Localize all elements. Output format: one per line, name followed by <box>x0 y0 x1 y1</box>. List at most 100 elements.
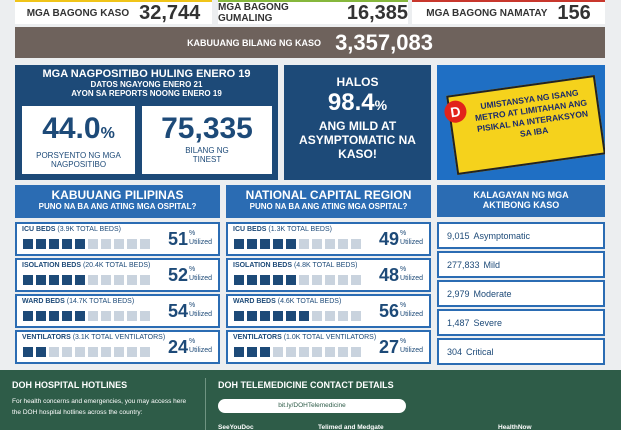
footer: DOH HOSPITAL HOTLINES For health concerns… <box>0 370 621 430</box>
utilization-icon <box>260 347 270 357</box>
utilization-icon <box>351 347 361 357</box>
utilization-side: % Utilized <box>400 265 423 283</box>
resource-name: ISOLATION BEDS <box>233 262 292 269</box>
utilization-icon <box>338 275 348 285</box>
active-row: 1,487 Severe <box>437 309 605 336</box>
tested-label: BILANG NG TINEST <box>185 146 229 164</box>
active-count: 277,833 <box>447 259 480 270</box>
utilization: 54% Utilized <box>168 301 212 321</box>
utilization-status: Utilized <box>400 239 423 246</box>
utilization: 24% Utilized <box>168 337 212 357</box>
utilization-icon <box>101 311 111 321</box>
utilization-icon <box>62 347 72 357</box>
utilization-icon <box>88 275 98 285</box>
utilization-side: % Utilized <box>400 337 423 355</box>
stat-card: MGA BAGONG NAMATAY 156 <box>412 2 605 24</box>
positivity-title: MGA NAGPOSITIBO HULING ENERO 19 <box>42 68 251 80</box>
utilization-unit: % <box>189 230 196 237</box>
positivity-subtitle: DATOS NGAYONG ENERO 21 <box>90 80 203 89</box>
reminder-initial: D <box>443 99 468 125</box>
utilization-icon <box>325 239 335 249</box>
resource-capacity: (4.6K TOTAL BEDS) <box>277 298 342 305</box>
active-status: Mild <box>483 259 501 270</box>
tested-value: 75,335 <box>161 112 253 145</box>
utilization-side: % Utilized <box>189 265 212 283</box>
utilization-icon <box>338 347 348 357</box>
utilization-icon <box>127 239 137 249</box>
active-row: 2,979 Moderate <box>437 280 605 307</box>
utilization-icon <box>75 311 85 321</box>
utilization-side: % Utilized <box>400 229 423 247</box>
mild-value: 98.4 <box>327 89 375 116</box>
utilization-unit: % <box>189 338 196 345</box>
resource-capacity: (3.9K TOTAL BEDS) <box>57 226 121 233</box>
stat-label: MGA BAGONG KASO <box>26 7 130 19</box>
utilization-icon <box>140 275 150 285</box>
utilization-icon <box>286 275 296 285</box>
total-label: KABUUANG BILANG NG KASO <box>187 37 322 48</box>
utilization-status: Utilized <box>400 275 423 282</box>
active-count: 9,015 <box>447 230 470 241</box>
active-row: 304 Critical <box>437 338 605 365</box>
utilization-icon <box>62 311 72 321</box>
resource-name: VENTILATORS <box>233 334 282 341</box>
utilization-icon <box>23 275 33 285</box>
utilization-unit: % <box>189 302 196 309</box>
tested-box: 75,335 BILANG NG TINEST <box>142 106 272 174</box>
row-name: ICU BEDS (3.9K TOTAL BEDS) <box>22 226 121 233</box>
utilization-unit: % <box>400 302 407 309</box>
utilization-icon <box>75 239 85 249</box>
telemedicine-link[interactable]: bit.ly/DOHTelemedicine <box>218 399 406 413</box>
resource-capacity: (1.0K TOTAL VENTILATORS) <box>283 334 377 341</box>
active-status: Critical <box>466 346 494 357</box>
hospital-header: NATIONAL CAPITAL REGION PUNO NA BA ANG AT… <box>226 185 431 218</box>
utilization-icon <box>23 347 33 357</box>
resource-capacity: (4.8K TOTAL BEDS) <box>293 262 358 269</box>
utilization-icon <box>299 347 309 357</box>
utilization-icon <box>49 239 59 249</box>
utilization-icon <box>234 347 244 357</box>
utilization-icon <box>101 239 111 249</box>
utilization-icon <box>36 347 46 357</box>
utilization-value: 49 <box>379 229 400 249</box>
utilization-icon <box>273 347 283 357</box>
utilization-icon <box>273 239 283 249</box>
utilization-value: 48 <box>379 265 400 285</box>
hospital-row: VENTILATORS (3.1K TOTAL VENTILATORS) 24% U… <box>15 330 220 364</box>
resource-capacity: (14.7K TOTAL BEDS) <box>66 298 135 305</box>
stat-value: 32,744 <box>139 1 201 24</box>
positivity-subtitle: AYON SA REPORTS NOONG ENERO 19 <box>71 89 222 98</box>
utilization-icon <box>127 347 137 357</box>
utilization-value: 51 <box>168 229 189 249</box>
utilization-icon <box>88 239 98 249</box>
rate-label: PORSYENTO NG MGA NAGPOSITIBO <box>36 151 121 169</box>
utilization-icon <box>49 311 59 321</box>
utilization-icon <box>127 275 137 285</box>
utilization-icon <box>325 311 335 321</box>
hotlines-title: DOH HOSPITAL HOTLINES <box>12 380 128 390</box>
utilization-value: 56 <box>379 301 400 321</box>
utilization-icon <box>140 239 150 249</box>
utilization-icon <box>299 311 309 321</box>
stat-label: MGA BAGONG NAMATAY <box>426 7 548 19</box>
provider-name: SeeYouDoc <box>218 424 254 430</box>
utilization-icon <box>325 275 335 285</box>
utilization-value: 24 <box>168 337 189 357</box>
utilization-icon <box>351 311 361 321</box>
utilization-value: 54 <box>168 301 189 321</box>
utilization-icon <box>247 239 257 249</box>
rate-box: 44.0% PORSYENTO NG MGA NAGPOSITIBO <box>22 106 135 174</box>
footer-divider <box>205 378 206 430</box>
resource-name: VENTILATORS <box>22 334 71 341</box>
utilization-icon <box>299 239 309 249</box>
hospital-row: ISOLATION BEDS (20.4K TOTAL BEDS) 52% Util… <box>15 258 220 292</box>
active-row: 277,833 Mild <box>437 251 605 278</box>
utilization-icon <box>114 275 124 285</box>
utilization-icon <box>325 347 335 357</box>
utilization-icon <box>312 239 322 249</box>
resource-capacity: (20.4K TOTAL BEDS) <box>82 262 151 269</box>
utilization-status: Utilized <box>400 311 423 318</box>
card-accent <box>412 0 605 2</box>
resource-name: ICU BEDS <box>233 226 267 233</box>
provider-name: Telimed and Medgate <box>318 424 384 430</box>
